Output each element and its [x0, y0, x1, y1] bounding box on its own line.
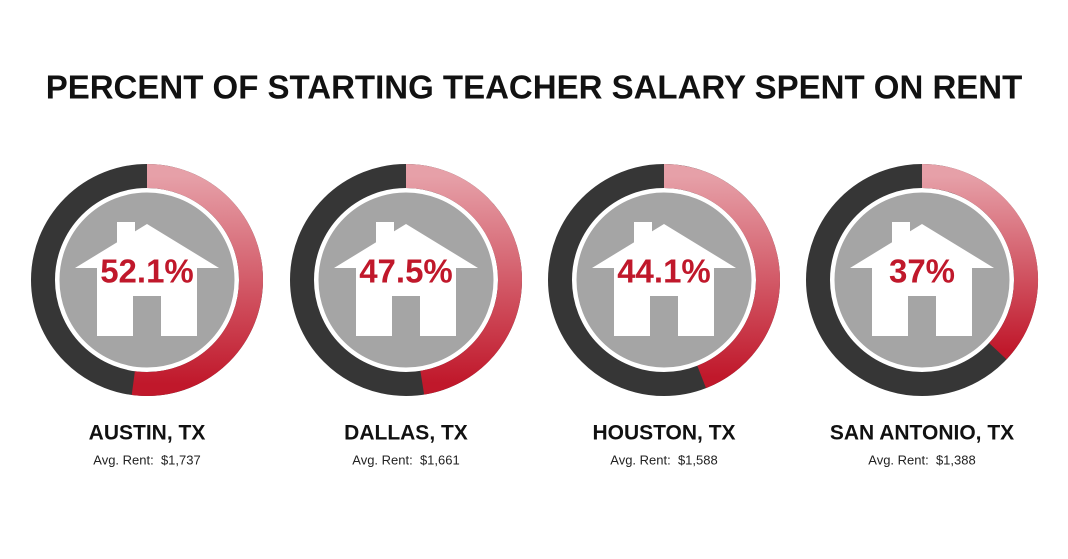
ring-value	[921, 164, 1038, 360]
house-icon	[75, 222, 219, 336]
ring-value	[405, 164, 522, 395]
city-label: HOUSTON, TX	[592, 422, 735, 445]
value-label: 44.1%	[617, 253, 711, 290]
house-icon	[850, 222, 994, 336]
door	[133, 296, 161, 336]
city-label: DALLAS, TX	[344, 422, 468, 445]
door	[908, 296, 936, 336]
house	[334, 224, 478, 336]
rent-label: Avg. Rent: $1,388	[868, 452, 975, 467]
door	[392, 296, 420, 336]
house-icon	[592, 222, 736, 336]
title: PERCENT OF STARTING TEACHER SALARY SPENT…	[46, 69, 1023, 106]
city-label: SAN ANTONIO, TX	[830, 422, 1014, 445]
house	[75, 224, 219, 336]
value-label: 52.1%	[100, 253, 194, 290]
door	[650, 296, 678, 336]
ring-value	[663, 164, 780, 389]
rent-label: Avg. Rent: $1,588	[610, 452, 717, 467]
house-icon	[334, 222, 478, 336]
house	[850, 224, 994, 336]
value-label: 47.5%	[359, 253, 453, 290]
rent-label: Avg. Rent: $1,661	[352, 452, 459, 467]
value-label: 37%	[889, 253, 955, 290]
house	[592, 224, 736, 336]
rent-label: Avg. Rent: $1,737	[93, 452, 200, 467]
city-label: AUSTIN, TX	[89, 422, 206, 445]
ring-value	[131, 164, 263, 396]
